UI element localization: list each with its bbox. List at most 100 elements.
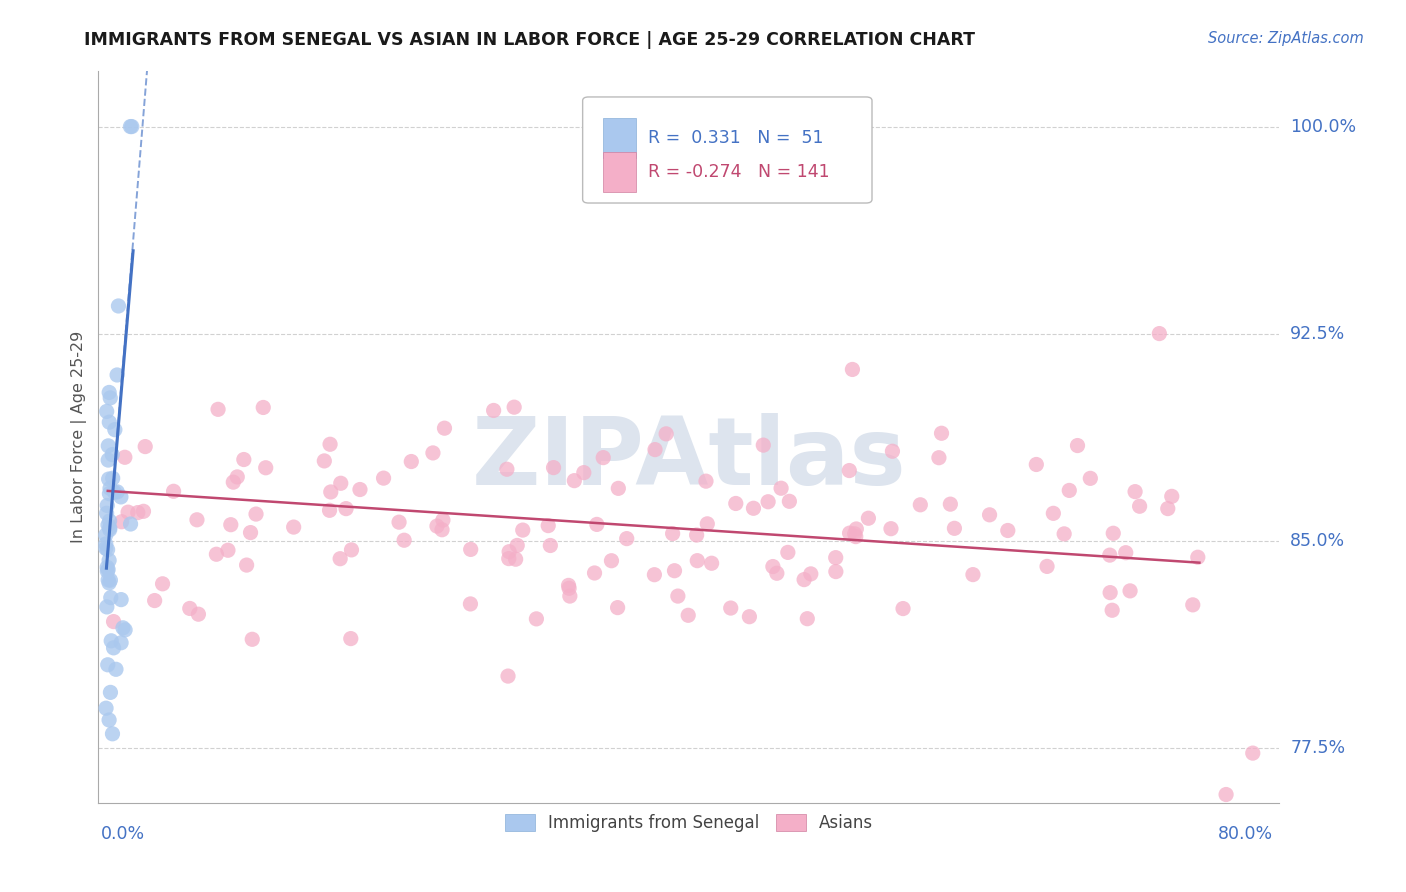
- Point: [891, 601, 914, 615]
- Point: [392, 533, 415, 548]
- Point: [838, 464, 860, 478]
- Point: [117, 505, 139, 519]
- Point: [97, 453, 120, 467]
- Point: [101, 448, 124, 462]
- Point: [226, 470, 249, 484]
- Point: [97, 573, 120, 587]
- Text: 77.5%: 77.5%: [1291, 739, 1346, 756]
- Point: [186, 513, 208, 527]
- Point: [460, 542, 482, 557]
- Point: [205, 547, 228, 561]
- Point: [101, 727, 124, 741]
- Point: [720, 601, 742, 615]
- Point: [120, 516, 142, 531]
- Point: [1042, 506, 1064, 520]
- Point: [110, 490, 132, 504]
- Point: [666, 589, 689, 603]
- Point: [98, 553, 121, 567]
- Point: [426, 519, 449, 533]
- Point: [1098, 548, 1121, 562]
- Point: [700, 556, 723, 570]
- Point: [283, 520, 305, 534]
- Text: Source: ZipAtlas.com: Source: ZipAtlas.com: [1208, 31, 1364, 46]
- Point: [96, 560, 118, 574]
- Point: [430, 523, 453, 537]
- Point: [143, 593, 166, 607]
- Point: [538, 539, 561, 553]
- Point: [96, 564, 118, 578]
- Point: [686, 554, 709, 568]
- Point: [1157, 501, 1180, 516]
- Point: [931, 426, 953, 441]
- Point: [1101, 603, 1123, 617]
- Point: [505, 552, 527, 566]
- Point: [232, 452, 254, 467]
- Point: [543, 460, 565, 475]
- Point: [661, 526, 683, 541]
- Point: [114, 450, 136, 465]
- Point: [858, 511, 880, 525]
- Y-axis label: In Labor Force | Age 25-29: In Labor Force | Age 25-29: [72, 331, 87, 543]
- Point: [1187, 550, 1209, 565]
- Point: [1215, 788, 1237, 802]
- Point: [557, 578, 579, 592]
- Point: [770, 481, 793, 495]
- Point: [841, 362, 863, 376]
- Point: [94, 537, 117, 551]
- Point: [1160, 489, 1182, 503]
- Point: [793, 573, 815, 587]
- Point: [100, 685, 122, 699]
- Point: [98, 514, 121, 528]
- Point: [222, 475, 245, 490]
- Point: [98, 415, 121, 429]
- Point: [110, 636, 132, 650]
- Point: [845, 530, 868, 544]
- Text: 0.0%: 0.0%: [101, 825, 145, 843]
- Point: [1241, 746, 1264, 760]
- Point: [388, 515, 411, 529]
- Legend: Immigrants from Senegal, Asians: Immigrants from Senegal, Asians: [498, 807, 880, 838]
- Point: [121, 120, 143, 134]
- Point: [339, 632, 361, 646]
- Point: [482, 403, 505, 417]
- Point: [98, 481, 121, 495]
- Point: [432, 513, 454, 527]
- Point: [1102, 526, 1125, 541]
- Point: [235, 558, 257, 572]
- Point: [107, 299, 129, 313]
- Text: ZIPAtlas: ZIPAtlas: [471, 413, 907, 505]
- Point: [643, 567, 665, 582]
- Bar: [603, 152, 636, 192]
- Point: [496, 462, 519, 476]
- Point: [252, 401, 274, 415]
- Point: [98, 385, 121, 400]
- Point: [433, 421, 456, 435]
- Point: [644, 442, 666, 457]
- Point: [695, 474, 717, 488]
- Text: IMMIGRANTS FROM SENEGAL VS ASIAN IN LABOR FORCE | AGE 25-29 CORRELATION CHART: IMMIGRANTS FROM SENEGAL VS ASIAN IN LABO…: [84, 31, 976, 49]
- Point: [1115, 546, 1137, 560]
- Point: [838, 526, 860, 541]
- Point: [97, 518, 120, 533]
- Point: [800, 566, 823, 581]
- Point: [796, 612, 818, 626]
- Point: [844, 526, 866, 541]
- Point: [498, 545, 520, 559]
- Point: [600, 554, 623, 568]
- Point: [962, 567, 984, 582]
- Point: [1078, 471, 1101, 485]
- Point: [254, 460, 277, 475]
- Point: [1025, 458, 1047, 472]
- Point: [98, 523, 121, 537]
- Point: [742, 501, 765, 516]
- Point: [824, 550, 846, 565]
- Text: R =  0.331   N =  51: R = 0.331 N = 51: [648, 129, 823, 147]
- Point: [498, 551, 520, 566]
- Point: [314, 454, 336, 468]
- Point: [318, 503, 340, 517]
- Point: [422, 446, 444, 460]
- Point: [928, 450, 950, 465]
- Point: [319, 437, 342, 451]
- Point: [98, 521, 121, 535]
- Point: [766, 566, 789, 581]
